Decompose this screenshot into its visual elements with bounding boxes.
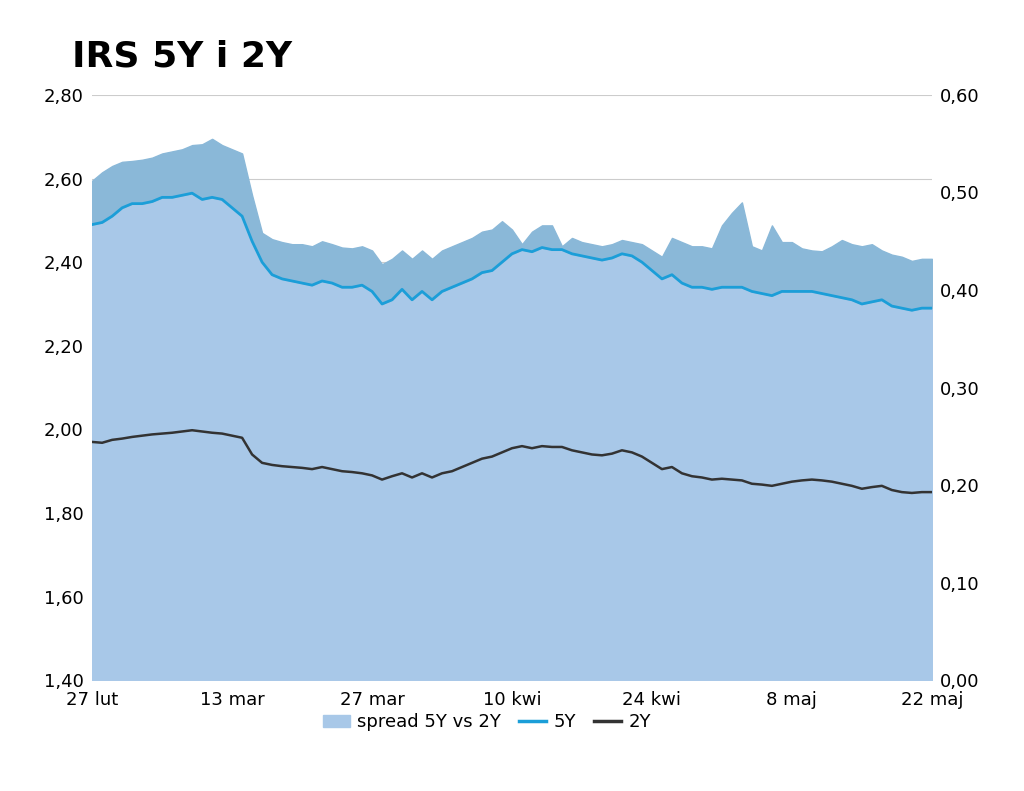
Legend: spread 5Y vs 2Y, 5Y, 2Y: spread 5Y vs 2Y, 5Y, 2Y [315, 706, 658, 739]
Text: IRS 5Y i 2Y: IRS 5Y i 2Y [72, 40, 292, 74]
